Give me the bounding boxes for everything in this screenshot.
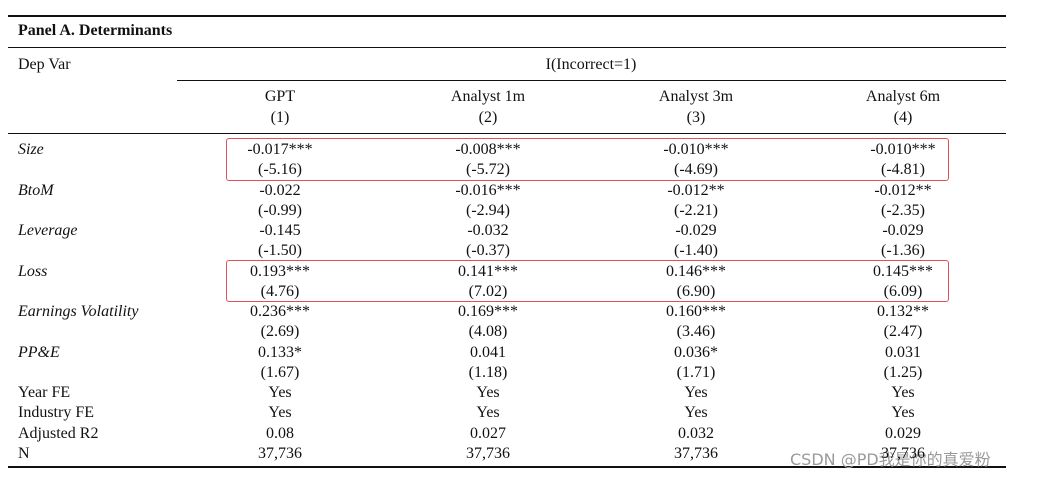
coefficient: 0.169*** [458,303,518,320]
cell: 37,736 [466,444,510,462]
column-name: Analyst 6m [865,88,941,105]
dep-var-label: Dep Var [18,56,71,73]
coefficient: 0.145*** [873,262,933,280]
t-stat: (-2.21) [674,201,718,219]
cell: 37,736 [881,444,925,462]
t-stat: (2.47) [883,323,923,341]
column-number: (2) [478,109,498,126]
cell: Yes [268,384,292,401]
cell: 0.032 [678,424,714,442]
t-stat: (1.18) [468,363,508,381]
cell: Yes [476,404,500,422]
t-stat: (-2.35) [881,201,925,219]
t-stat: (-5.16) [258,161,302,179]
coefficient: -0.012** [874,181,932,199]
column-name: GPT [264,88,296,105]
t-stat: (-0.37) [466,242,510,260]
t-stat: (-1.36) [881,242,925,260]
t-stat: (1.67) [260,363,300,381]
column-name: Analyst 3m [658,88,734,105]
coefficient: 0.036* [674,343,718,361]
highlight-box [226,138,949,181]
watermark: CSDN @PD我是你的真爱粉 [790,450,991,469]
coefficient: 0.141*** [458,262,518,280]
cell: 0.08 [266,424,294,442]
t-stat: (1.71) [676,363,716,381]
coefficient: -0.029 [675,222,717,239]
row-label: N [18,444,30,462]
row-label: Year FE [18,384,71,401]
cell: 0.029 [885,424,921,442]
cell: Yes [891,404,915,422]
cell: Yes [684,404,708,422]
dep-var: I(Incorrect=1) [545,56,637,73]
coefficient: 0.041 [470,343,506,361]
row-label: Industry FE [18,404,94,422]
coefficient: 0.133* [258,343,302,361]
variable-label: Size [18,141,44,158]
cell: Yes [891,384,915,401]
variable-label: PP&E [18,343,60,361]
column-number: (3) [686,109,706,126]
t-stat: (6.90) [676,282,716,300]
coefficient: 0.160*** [666,303,726,320]
top-rule [8,15,1006,17]
variable-label: Leverage [18,222,78,239]
cell: 37,736 [258,444,302,462]
t-stat: (7.02) [468,282,508,300]
column-number: (4) [893,109,913,126]
coefficient: 0.132** [877,303,929,320]
rule [8,47,1006,48]
rule [177,80,1006,81]
coefficient: 0.146*** [666,262,726,280]
t-stat: (-1.40) [674,242,718,260]
column-number: (1) [270,109,290,126]
variable-label: Earnings Volatility [18,303,139,320]
coefficient: 0.193*** [250,262,310,280]
cell: Yes [268,404,292,422]
rule [8,133,1006,134]
t-stat: (-2.94) [466,201,510,219]
coefficient: -0.032 [467,222,509,239]
coefficient: -0.010*** [663,141,729,158]
t-stat: (-4.69) [674,161,718,179]
t-stat: (2.69) [260,323,300,341]
coefficient: -0.008*** [455,141,521,158]
cell: Yes [476,384,500,401]
cell: 37,736 [674,444,718,462]
t-stat: (3.46) [676,323,716,341]
cell: Yes [684,384,708,401]
coefficient: -0.017*** [247,141,313,158]
t-stat: (6.09) [883,282,923,300]
coefficient: -0.016*** [455,181,521,199]
column-name: Analyst 1m [450,88,526,105]
panel-title: Panel A. Determinants [18,22,173,39]
variable-label: Loss [18,262,48,280]
t-stat: (4.08) [468,323,508,341]
t-stat: (-1.50) [258,242,302,260]
t-stat: (1.25) [883,363,923,381]
t-stat: (-0.99) [258,201,302,219]
bottom-rule [8,466,1006,468]
t-stat: (-4.81) [881,161,925,179]
variable-label: BtoM [18,181,54,199]
t-stat: (-5.72) [466,161,510,179]
cell: 0.027 [470,424,506,442]
coefficient: -0.010*** [870,141,936,158]
coefficient: -0.012** [667,181,725,199]
row-label: Adjusted R2 [18,424,99,442]
highlight-box [226,259,949,302]
coefficient: 0.236*** [250,303,310,320]
t-stat: (4.76) [260,282,300,300]
coefficient: -0.029 [882,222,924,239]
coefficient: 0.031 [885,343,921,361]
coefficient: -0.022 [259,181,301,199]
coefficient: -0.145 [259,222,301,239]
